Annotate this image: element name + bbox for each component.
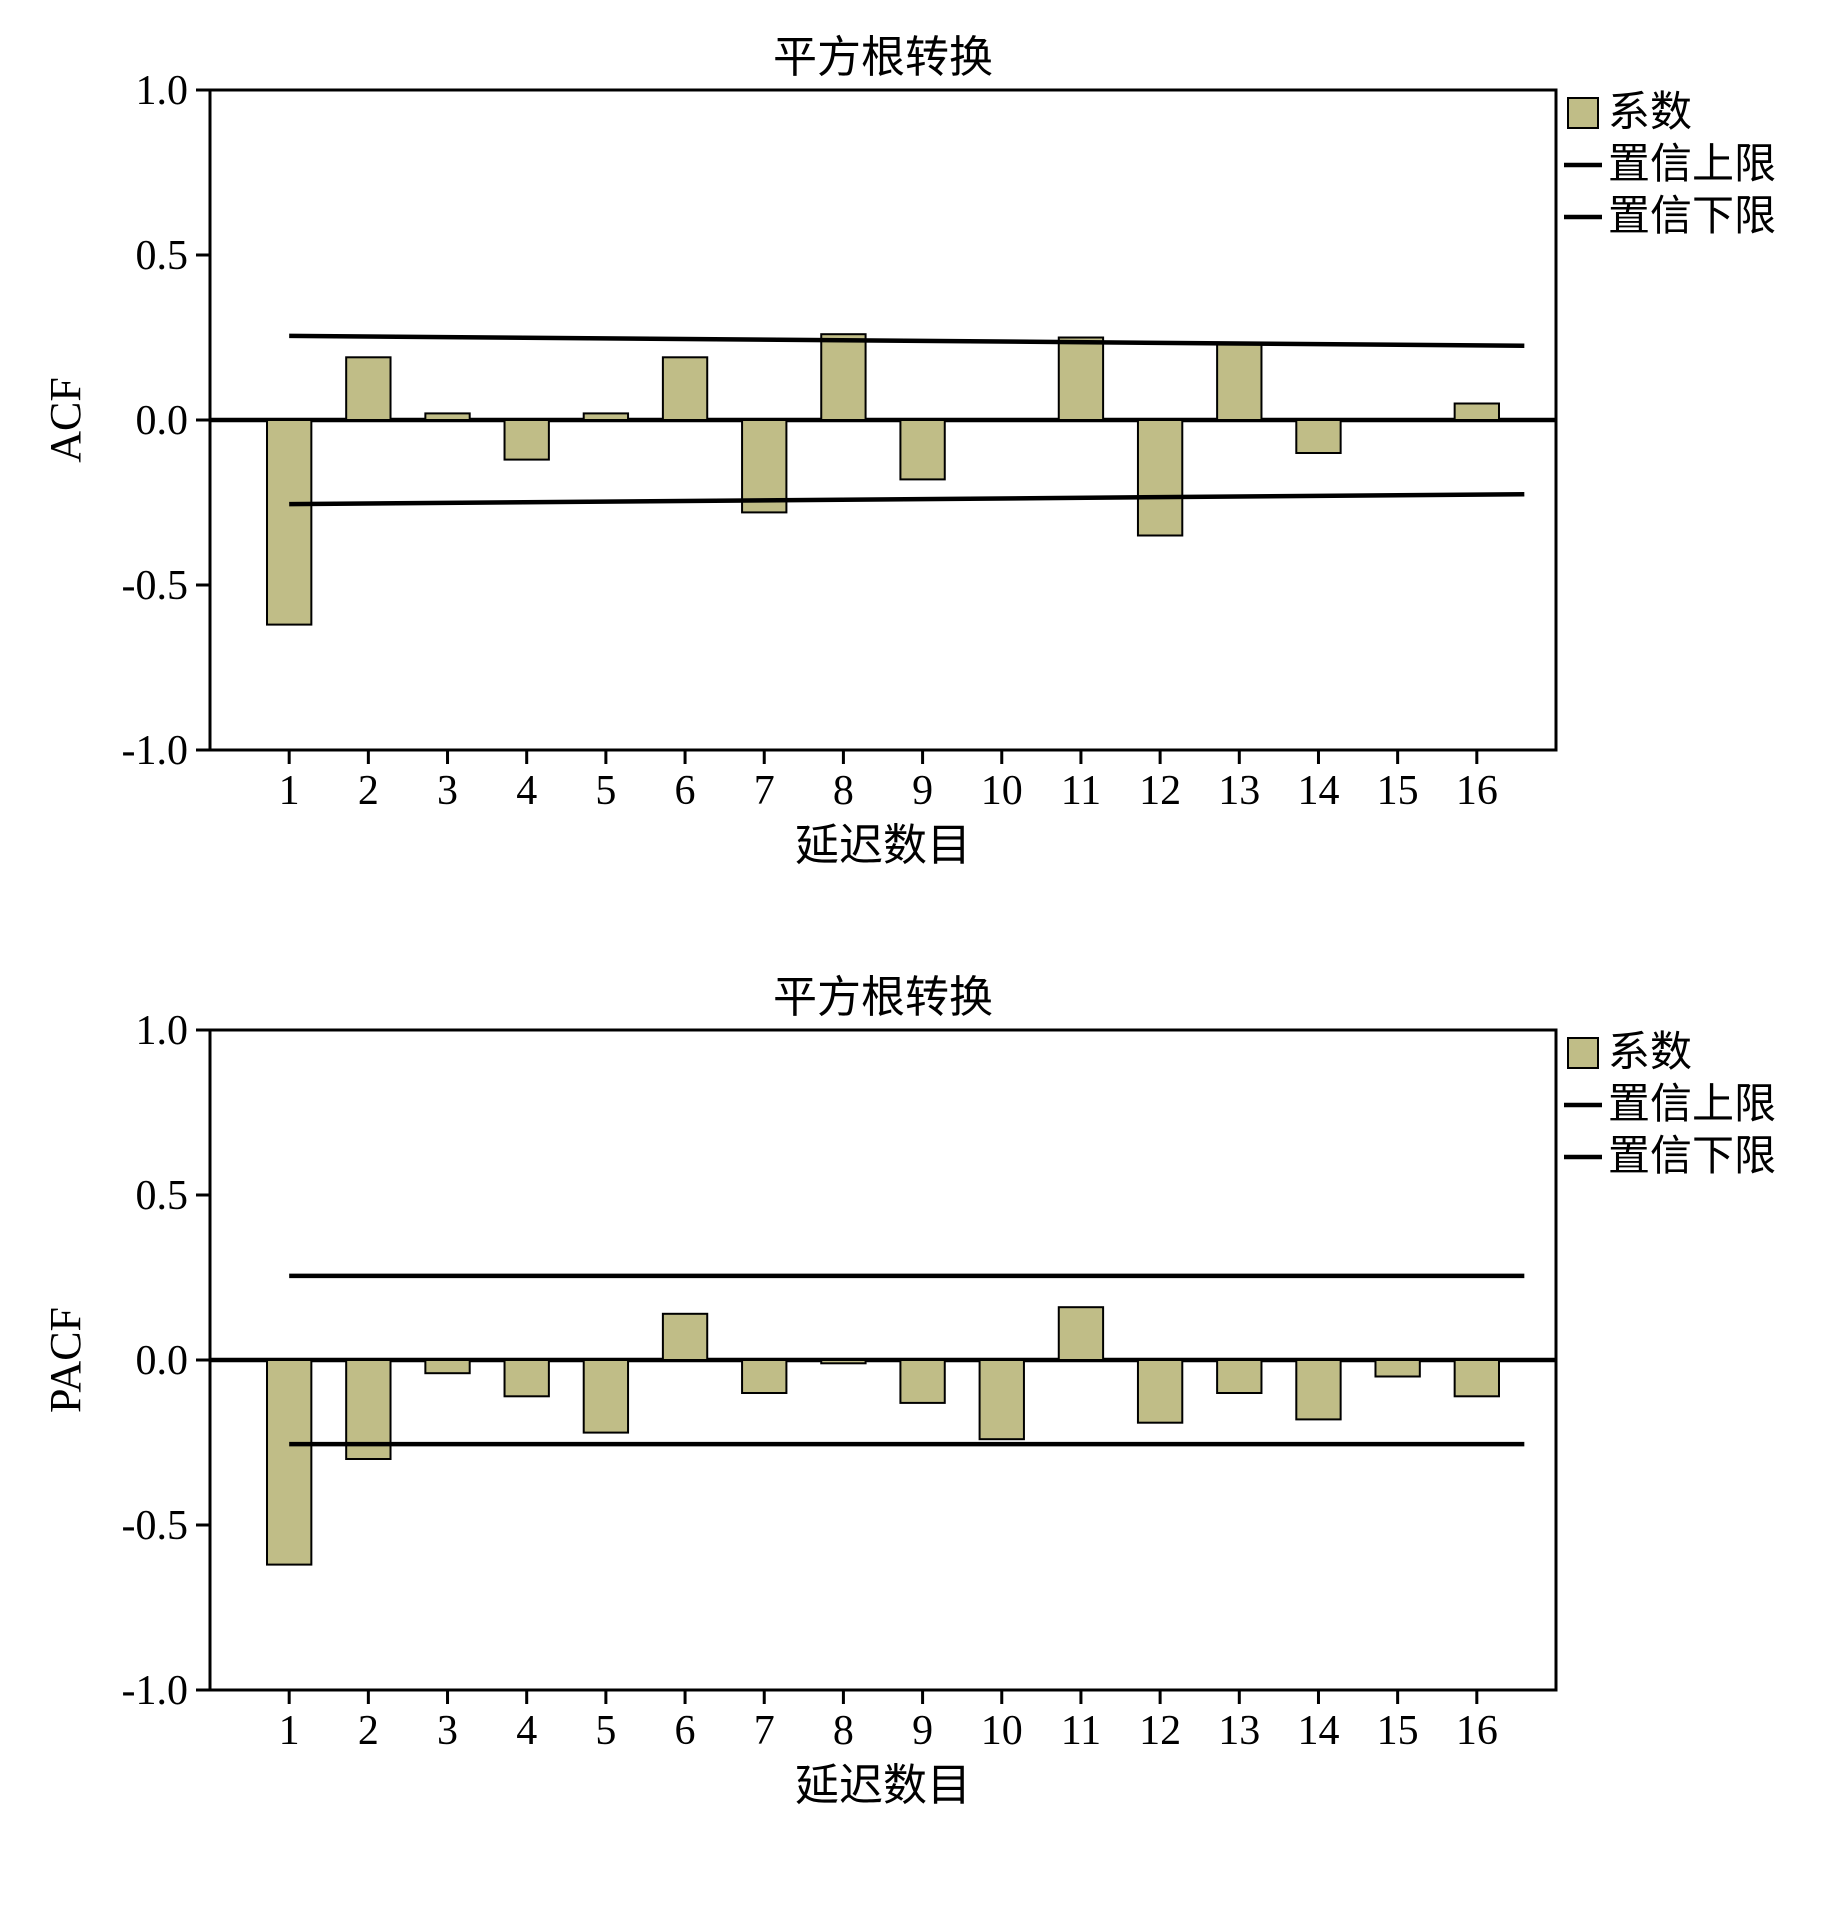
x-tick-label: 9 [912,1708,933,1754]
bar [505,1360,549,1396]
y-tick-label: 1.0 [136,68,189,114]
x-tick-label: 14 [1297,1708,1339,1754]
legend-swatch-icon [1568,98,1598,128]
x-tick-label: 2 [358,1708,379,1754]
pacf-chart: 平方根转换-1.0-0.50.00.51.0123456789101112131… [20,960,1846,1840]
x-tick-label: 1 [279,768,300,814]
acf-chart-container: 平方根转换-1.0-0.50.00.51.0123456789101112131… [20,20,1826,900]
bar [584,413,628,420]
x-tick-label: 16 [1456,768,1498,814]
bar [980,420,1024,421]
bar [1296,1360,1340,1419]
x-tick-label: 3 [437,1708,458,1754]
x-tick-label: 16 [1456,1708,1498,1754]
legend-label: 置信上限 [1608,1082,1776,1128]
legend-label: 置信上限 [1608,142,1776,188]
chart-title: 平方根转换 [773,973,993,1022]
y-axis-label: ACF [41,377,90,463]
bar [821,334,865,420]
x-tick-label: 12 [1139,1708,1181,1754]
legend-label: 置信下限 [1608,194,1776,240]
x-tick-label: 5 [595,1708,616,1754]
y-tick-label: 0.5 [136,1173,189,1219]
bar [663,357,707,420]
bar [821,1360,865,1363]
bar [505,420,549,460]
bar [267,1360,311,1565]
bar [1217,1360,1261,1393]
x-tick-label: 15 [1377,768,1419,814]
bar [346,357,390,420]
bar [900,1360,944,1403]
x-tick-label: 2 [358,768,379,814]
x-tick-label: 3 [437,768,458,814]
x-tick-label: 14 [1297,768,1339,814]
y-axis-label: PACF [41,1307,90,1413]
bar [425,413,469,420]
figure-root: 平方根转换-1.0-0.50.00.51.0123456789101112131… [20,20,1826,1840]
bar [425,1360,469,1373]
x-tick-label: 1 [279,1708,300,1754]
x-axis-label: 延迟数目 [795,1761,971,1810]
pacf-chart-container: 平方根转换-1.0-0.50.00.51.0123456789101112131… [20,960,1826,1840]
y-tick-label: 0.0 [136,1338,189,1384]
bar [1138,1360,1182,1423]
x-tick-label: 12 [1139,768,1181,814]
legend-swatch-icon [1568,1038,1598,1068]
x-tick-label: 10 [981,768,1023,814]
x-tick-label: 13 [1218,1708,1260,1754]
y-tick-label: -0.5 [122,1503,189,1549]
x-tick-label: 8 [833,1708,854,1754]
x-tick-label: 9 [912,768,933,814]
bar [1375,1360,1419,1377]
x-axis-label: 延迟数目 [795,821,971,870]
x-tick-label: 4 [516,1708,537,1754]
y-tick-label: 0.0 [136,398,189,444]
bar [1059,338,1103,421]
x-tick-label: 7 [754,1708,775,1754]
bar [1059,1307,1103,1360]
x-tick-label: 11 [1061,768,1101,814]
x-tick-label: 5 [595,768,616,814]
y-tick-label: -1.0 [122,1668,189,1714]
x-tick-label: 7 [754,768,775,814]
legend-label: 系数 [1608,90,1692,136]
bar [980,1360,1024,1439]
acf-chart: 平方根转换-1.0-0.50.00.51.0123456789101112131… [20,20,1846,900]
bar [1296,420,1340,453]
x-tick-label: 6 [675,1708,696,1754]
bar [1375,420,1419,421]
bar [1455,404,1499,421]
x-tick-label: 11 [1061,1708,1101,1754]
x-tick-label: 15 [1377,1708,1419,1754]
bar [742,1360,786,1393]
bar [1138,420,1182,536]
bar [267,420,311,625]
legend-label: 系数 [1608,1030,1692,1076]
y-tick-label: -0.5 [122,563,189,609]
y-tick-label: -1.0 [122,728,189,774]
y-tick-label: 1.0 [136,1008,189,1054]
bar [1217,344,1261,420]
x-tick-label: 8 [833,768,854,814]
x-tick-label: 10 [981,1708,1023,1754]
x-tick-label: 4 [516,768,537,814]
bar [1455,1360,1499,1396]
bar [663,1314,707,1360]
x-tick-label: 13 [1218,768,1260,814]
y-tick-label: 0.5 [136,233,189,279]
bar [900,420,944,479]
legend-label: 置信下限 [1608,1134,1776,1180]
chart-title: 平方根转换 [773,33,993,82]
x-tick-label: 6 [675,768,696,814]
bar [584,1360,628,1433]
